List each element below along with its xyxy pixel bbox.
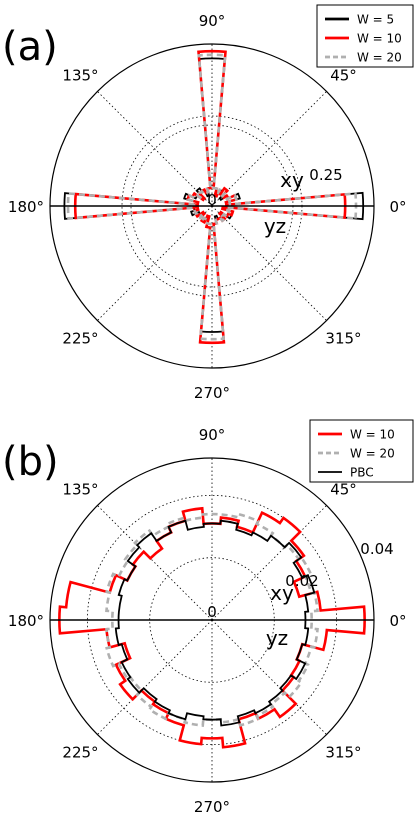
legend-entry-label: W = 20 — [357, 51, 402, 65]
legend-entry-label: W = 10 — [350, 428, 395, 442]
angle-tick-label: 270° — [194, 384, 230, 402]
angle-tick-label: 315° — [325, 330, 361, 348]
upper-half-label: xy — [280, 168, 304, 192]
angular-grid-line — [97, 619, 213, 735]
angular-grid-line — [211, 205, 327, 321]
angle-tick-label: 180° — [8, 612, 44, 630]
angle-tick-label: 0° — [389, 198, 406, 216]
angle-tick-label: 90° — [199, 426, 226, 444]
series-line-w-20 — [105, 512, 319, 727]
angle-tick-label: 180° — [8, 198, 44, 216]
polar-panel-b: 0° 45° 90° 135° 180° 225° 270° 315° 0.04 0.02 0 xy y… — [2, 419, 414, 816]
angle-tick-label: 135° — [62, 67, 98, 85]
lower-half-label: yz — [266, 626, 288, 650]
panel-label: (b) — [2, 439, 59, 485]
series-line-pbc — [114, 519, 316, 727]
angle-tick-label: 90° — [199, 12, 226, 30]
radial-tick-label: 0.04 — [360, 540, 393, 558]
angular-grid-line — [97, 205, 213, 321]
radial-tick-label: 0 — [207, 603, 217, 621]
series-line-w-10 — [73, 49, 347, 345]
radial-tick-label: 0 — [207, 191, 217, 209]
legend-entry-label: W = 5 — [357, 13, 394, 27]
angular-grid-line — [97, 505, 213, 621]
angular-grid-line — [97, 91, 213, 207]
radial-tick-label: 0.25 — [309, 166, 342, 184]
angular-grid-line — [211, 619, 327, 735]
upper-half-label: xy — [270, 581, 294, 605]
lower-half-label: yz — [264, 214, 286, 238]
angle-tick-label: 225° — [62, 330, 98, 348]
angle-tick-label: 270° — [194, 798, 230, 816]
angle-tick-label: 45° — [330, 481, 357, 499]
angular-grid-line — [211, 91, 327, 207]
panel-label: (a) — [2, 24, 58, 70]
polar-panel-a: 0° 45° 90° 135° 180° 225° 270° 315° 0.25 0 xy yz (a)… — [2, 4, 414, 402]
legend-entry-label: PBC — [350, 466, 374, 480]
legend: W = 5 W = 10 W = 20 — [316, 4, 414, 68]
radial-tick-label: 0.02 — [285, 572, 318, 590]
angle-tick-label: 135° — [62, 481, 98, 499]
series-line-w-20 — [66, 53, 358, 341]
legend: W = 10 W = 20 PBC — [309, 419, 414, 483]
angle-tick-label: 225° — [62, 744, 98, 762]
angle-tick-label: 0° — [389, 612, 406, 630]
angle-tick-label: 315° — [325, 744, 361, 762]
legend-entry-label: W = 20 — [350, 447, 395, 461]
angular-grid-line — [211, 505, 327, 621]
series-line-w-10 — [58, 506, 366, 749]
angle-tick-label: 45° — [330, 67, 357, 85]
legend-entry-label: W = 10 — [357, 32, 402, 46]
